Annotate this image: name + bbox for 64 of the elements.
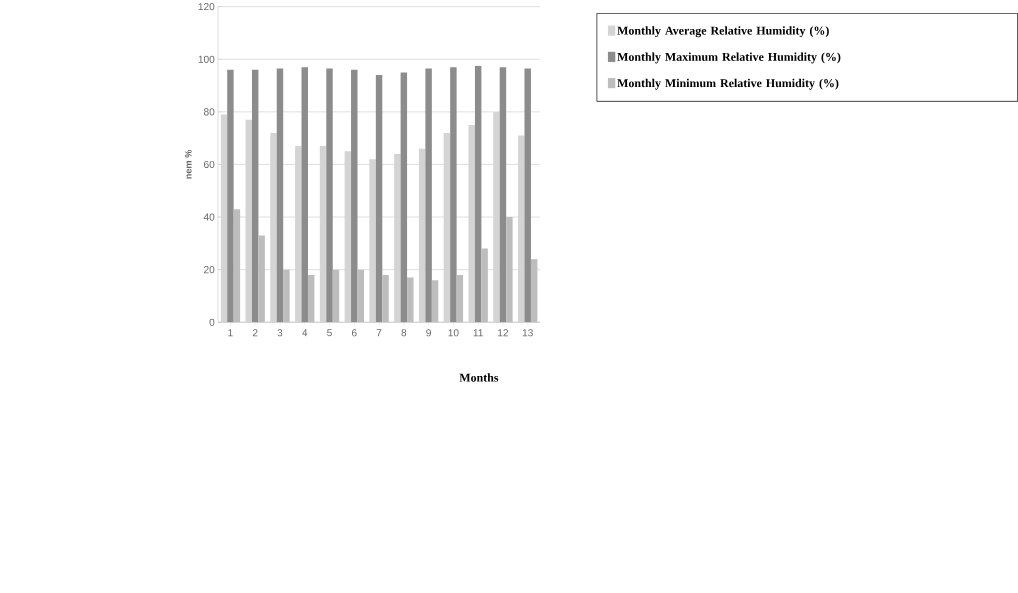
bar: [382, 274, 389, 323]
bar: [443, 132, 451, 323]
legend-label: Monthly Minimum Relative Humidity (%): [617, 78, 839, 90]
x-tick-label: 12: [498, 329, 509, 337]
bar: [474, 65, 482, 323]
bar: [407, 277, 414, 323]
y-tick-label: 0: [209, 318, 215, 326]
y-tick-label: 20: [204, 266, 215, 274]
bar: [332, 269, 340, 323]
y-tick-label: 60: [204, 160, 215, 168]
bar: [307, 274, 315, 323]
bar: [450, 67, 457, 323]
bar: [400, 72, 408, 323]
bar: [295, 145, 302, 323]
bar: [425, 68, 432, 323]
bar: [258, 235, 265, 323]
x-tick-label: 7: [376, 329, 382, 337]
y-tick-label: 100: [198, 55, 215, 63]
bar: [524, 68, 531, 323]
bar: [506, 216, 513, 323]
bar: [220, 114, 228, 323]
bar: [357, 269, 364, 323]
x-tick-label: 6: [351, 329, 357, 337]
bar: [493, 111, 500, 323]
x-tick-label: 10: [448, 329, 459, 337]
x-tick-label: 2: [252, 329, 258, 337]
bar: [394, 153, 401, 323]
bar: [227, 69, 234, 323]
bar: [245, 119, 252, 323]
bar: [518, 135, 525, 323]
bar: [283, 269, 290, 323]
bar: [319, 145, 327, 323]
bar: [251, 69, 259, 323]
y-axis-title: nem %: [185, 149, 192, 179]
x-tick-label: 5: [327, 329, 332, 337]
y-tick-label: 40: [203, 213, 215, 221]
bar: [499, 67, 507, 323]
bar: [431, 280, 439, 323]
bar: [369, 159, 376, 323]
bar: [456, 274, 464, 323]
bar: [375, 74, 383, 323]
legend-label: Monthly Average Relative Humidity (%): [617, 26, 829, 38]
y-tick-label: 80: [203, 108, 215, 116]
bar: [276, 68, 284, 323]
bar: [481, 248, 488, 323]
x-tick-label: 8: [401, 329, 407, 337]
x-tick-label: 9: [426, 329, 431, 337]
legend-label: Monthly Maximum Relative Humidity (%): [617, 52, 841, 64]
bar: [270, 132, 277, 323]
x-tick-label: 3: [277, 329, 283, 337]
bar: [418, 148, 426, 323]
bar: [344, 151, 352, 323]
x-tick-label: 11: [473, 329, 483, 337]
x-tick-label: 4: [302, 329, 308, 337]
bar: [233, 209, 241, 323]
bar: [468, 124, 475, 323]
bar: [326, 68, 333, 323]
y-tick-label: 120: [198, 2, 215, 11]
bar: [301, 67, 308, 323]
x-axis-title: Months: [459, 373, 499, 382]
bar: [351, 69, 358, 323]
x-tick-label: 1: [228, 329, 233, 337]
bar: [530, 259, 538, 323]
x-tick-label: 13: [522, 329, 533, 337]
